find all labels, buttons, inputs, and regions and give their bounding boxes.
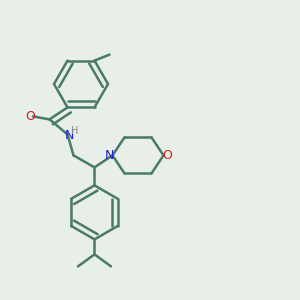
- Text: H: H: [71, 126, 79, 136]
- Text: O: O: [162, 149, 172, 162]
- Text: O: O: [25, 110, 35, 123]
- Text: N: N: [64, 129, 74, 142]
- Text: N: N: [105, 149, 114, 162]
